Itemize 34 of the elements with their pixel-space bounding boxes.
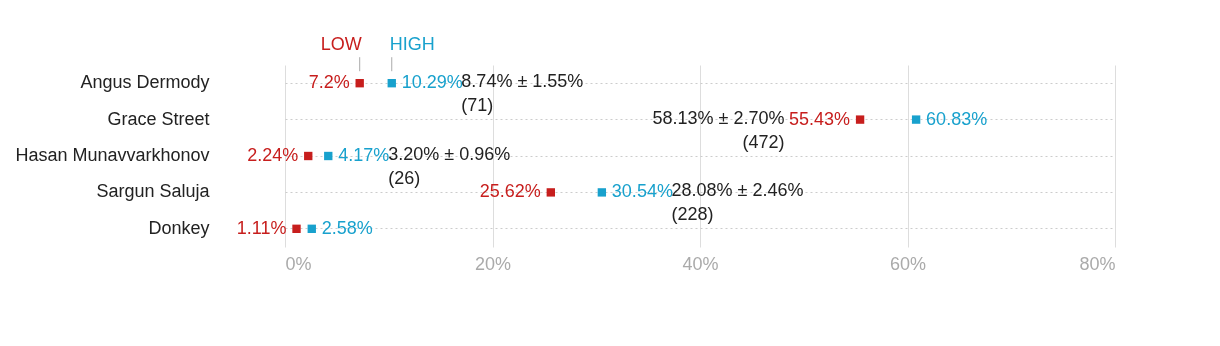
x-tick-label: 80%	[1079, 253, 1116, 274]
y-tick-label: Sargun Saluja	[96, 181, 211, 202]
x-tick-label: 40%	[682, 253, 719, 274]
point	[307, 224, 316, 233]
data-label: 4.17%	[338, 145, 390, 165]
data-label: 10.29%	[401, 72, 463, 93]
annotation: 58.13% ± 2.70% (472)	[652, 107, 785, 152]
x-tick-label: 60%	[889, 253, 927, 274]
data-label: 1.11%	[236, 217, 287, 238]
annotation: 8.74% ± 1.55% (71)	[461, 71, 584, 116]
y-tick-label: Donkey	[148, 217, 210, 238]
data-label: 30.54%	[611, 181, 673, 202]
point	[292, 224, 301, 233]
data-label: 2.24%	[247, 145, 299, 165]
x-tick-label: 20%	[474, 253, 512, 274]
series-label: HIGH	[389, 34, 435, 55]
annotation: 28.08% ± 2.46% (228)	[671, 180, 804, 225]
point	[304, 151, 313, 161]
y-tick-label: Hasan Munavvarkhonov	[15, 145, 210, 165]
point	[597, 188, 607, 197]
point	[324, 151, 333, 161]
y-tick-label: Angus Dermody	[80, 72, 210, 93]
point	[355, 79, 364, 88]
y-tick-label: Grace Street	[107, 108, 210, 129]
series-label: LOW	[320, 34, 362, 55]
point	[855, 115, 865, 124]
data-label: 55.43%	[789, 108, 851, 129]
data-label: 7.2%	[308, 72, 350, 93]
data-label: 2.58%	[321, 217, 373, 238]
point	[911, 115, 921, 124]
data-label: 60.83%	[926, 108, 988, 129]
point	[387, 79, 396, 88]
point	[546, 188, 555, 197]
x-tick-label: 0%	[285, 253, 312, 274]
